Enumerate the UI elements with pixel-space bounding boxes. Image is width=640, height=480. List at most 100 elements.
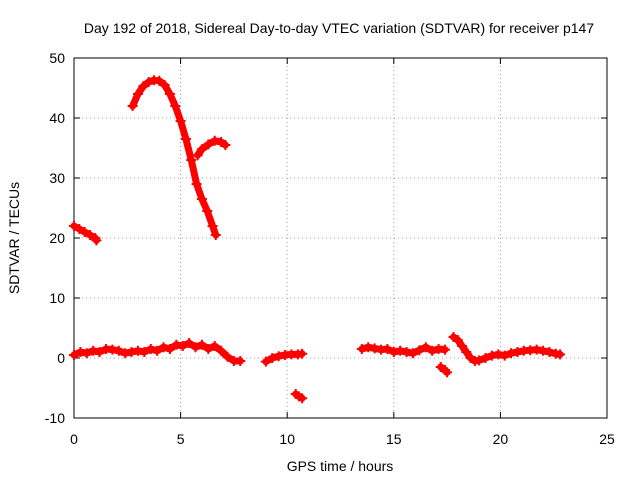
data-point bbox=[210, 230, 221, 240]
data-segment bbox=[69, 221, 102, 246]
data-point bbox=[107, 344, 118, 355]
data-point bbox=[175, 116, 186, 126]
data-segment bbox=[448, 332, 566, 366]
data-point bbox=[138, 81, 149, 92]
data-point bbox=[120, 348, 131, 359]
data-point bbox=[190, 342, 201, 353]
data-point bbox=[414, 345, 425, 356]
data-point bbox=[113, 345, 124, 356]
x-tick-label: 25 bbox=[599, 431, 615, 447]
data-segment bbox=[127, 75, 221, 240]
x-tick-label: 15 bbox=[386, 431, 402, 447]
data-segment bbox=[435, 362, 453, 378]
data-point bbox=[74, 224, 85, 234]
data-point bbox=[297, 348, 308, 359]
data-points bbox=[69, 75, 566, 404]
data-point bbox=[132, 89, 143, 99]
y-tick-label: 30 bbox=[49, 170, 65, 186]
x-tick-label: 10 bbox=[279, 431, 295, 447]
data-point bbox=[267, 353, 278, 363]
data-point bbox=[69, 350, 79, 360]
data-point bbox=[427, 345, 438, 356]
axis-ticks bbox=[73, 57, 608, 419]
data-point bbox=[84, 230, 95, 240]
data-point bbox=[209, 135, 220, 146]
data-point bbox=[81, 348, 92, 359]
x-tick-labels: 0 5 10 15 20 25 bbox=[70, 431, 615, 447]
data-point bbox=[273, 351, 284, 362]
data-point bbox=[235, 356, 246, 366]
data-point bbox=[126, 347, 137, 357]
data-point bbox=[420, 342, 431, 353]
data-point bbox=[499, 350, 510, 361]
y-tick-label: 50 bbox=[49, 50, 65, 66]
data-point bbox=[79, 227, 90, 237]
data-segment bbox=[356, 342, 450, 359]
data-segment bbox=[69, 338, 246, 366]
y-tick-label: 10 bbox=[49, 290, 65, 306]
data-point bbox=[127, 101, 138, 111]
data-point bbox=[452, 335, 463, 345]
data-point bbox=[132, 345, 143, 356]
data-point bbox=[171, 339, 182, 350]
data-point bbox=[297, 393, 308, 404]
data-point bbox=[203, 344, 214, 354]
data-point bbox=[154, 75, 165, 86]
y-tick-label: 20 bbox=[49, 230, 65, 246]
data-point bbox=[75, 347, 86, 357]
data-point bbox=[439, 344, 450, 355]
y-tick-label: -10 bbox=[45, 410, 65, 426]
data-point bbox=[170, 101, 181, 111]
data-point bbox=[538, 345, 549, 356]
data-point bbox=[152, 345, 163, 356]
data-point bbox=[260, 356, 271, 367]
plot-frame bbox=[73, 57, 608, 419]
data-point bbox=[203, 139, 214, 150]
data-point bbox=[395, 345, 406, 356]
data-point bbox=[220, 140, 231, 150]
data-point bbox=[196, 339, 207, 350]
y-tick-label: 0 bbox=[57, 350, 65, 366]
grid-lines bbox=[74, 58, 607, 418]
data-point bbox=[369, 343, 380, 354]
data-point bbox=[158, 342, 169, 353]
data-point bbox=[382, 344, 393, 354]
data-point bbox=[91, 235, 102, 246]
data-point bbox=[474, 355, 485, 366]
data-point bbox=[493, 349, 504, 360]
data-point bbox=[363, 342, 374, 353]
y-axis-label: SDTVAR / TECUs bbox=[6, 182, 22, 294]
data-point bbox=[480, 353, 491, 363]
data-point bbox=[207, 221, 218, 231]
y-tick-labels: -10 0 10 20 30 40 50 bbox=[45, 50, 65, 426]
data-point bbox=[177, 341, 188, 351]
chart-title: Day 192 of 2018, Sidereal Day-to-day VTE… bbox=[84, 20, 594, 36]
data-point bbox=[442, 367, 453, 378]
data-point bbox=[457, 341, 468, 351]
data-segment bbox=[260, 348, 308, 367]
data-point bbox=[356, 344, 367, 354]
data-point bbox=[69, 221, 79, 231]
data-point bbox=[209, 341, 220, 351]
data-point bbox=[186, 155, 197, 165]
data-point bbox=[159, 80, 170, 90]
data-point bbox=[555, 349, 566, 360]
data-point bbox=[544, 347, 555, 357]
data-point bbox=[222, 351, 233, 362]
data-point bbox=[143, 77, 154, 87]
data-point bbox=[202, 206, 213, 216]
data-point bbox=[196, 144, 207, 155]
data-point bbox=[512, 347, 523, 357]
data-point bbox=[191, 179, 202, 189]
data-point bbox=[139, 347, 150, 357]
data-point bbox=[145, 344, 156, 354]
data-point bbox=[216, 345, 227, 356]
data-point bbox=[461, 347, 472, 357]
data-point bbox=[531, 344, 542, 355]
data-segment bbox=[290, 389, 308, 404]
data-point bbox=[88, 345, 99, 356]
x-axis-label: GPS time / hours bbox=[287, 458, 394, 474]
x-tick-label: 5 bbox=[177, 431, 185, 447]
data-point bbox=[180, 134, 191, 144]
